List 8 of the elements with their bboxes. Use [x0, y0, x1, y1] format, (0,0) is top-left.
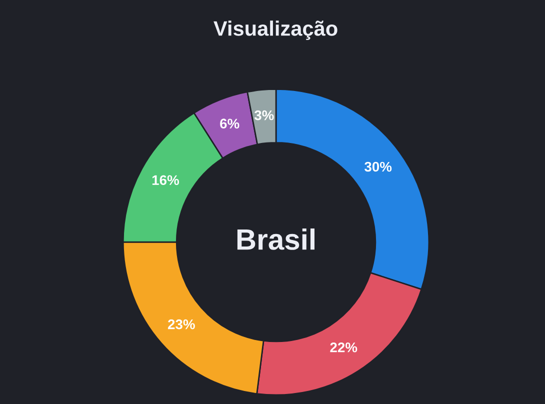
text: Brasil [237, 228, 314, 250]
chart-title: Visualização [214, 20, 338, 40]
data-label: 3% [254, 110, 274, 120]
data-label: 16% [152, 175, 179, 186]
data-label: 22% [330, 342, 358, 352]
data-label: 23% [168, 319, 195, 330]
data-label: 30% [364, 162, 392, 172]
data-label: 6% [220, 118, 240, 129]
